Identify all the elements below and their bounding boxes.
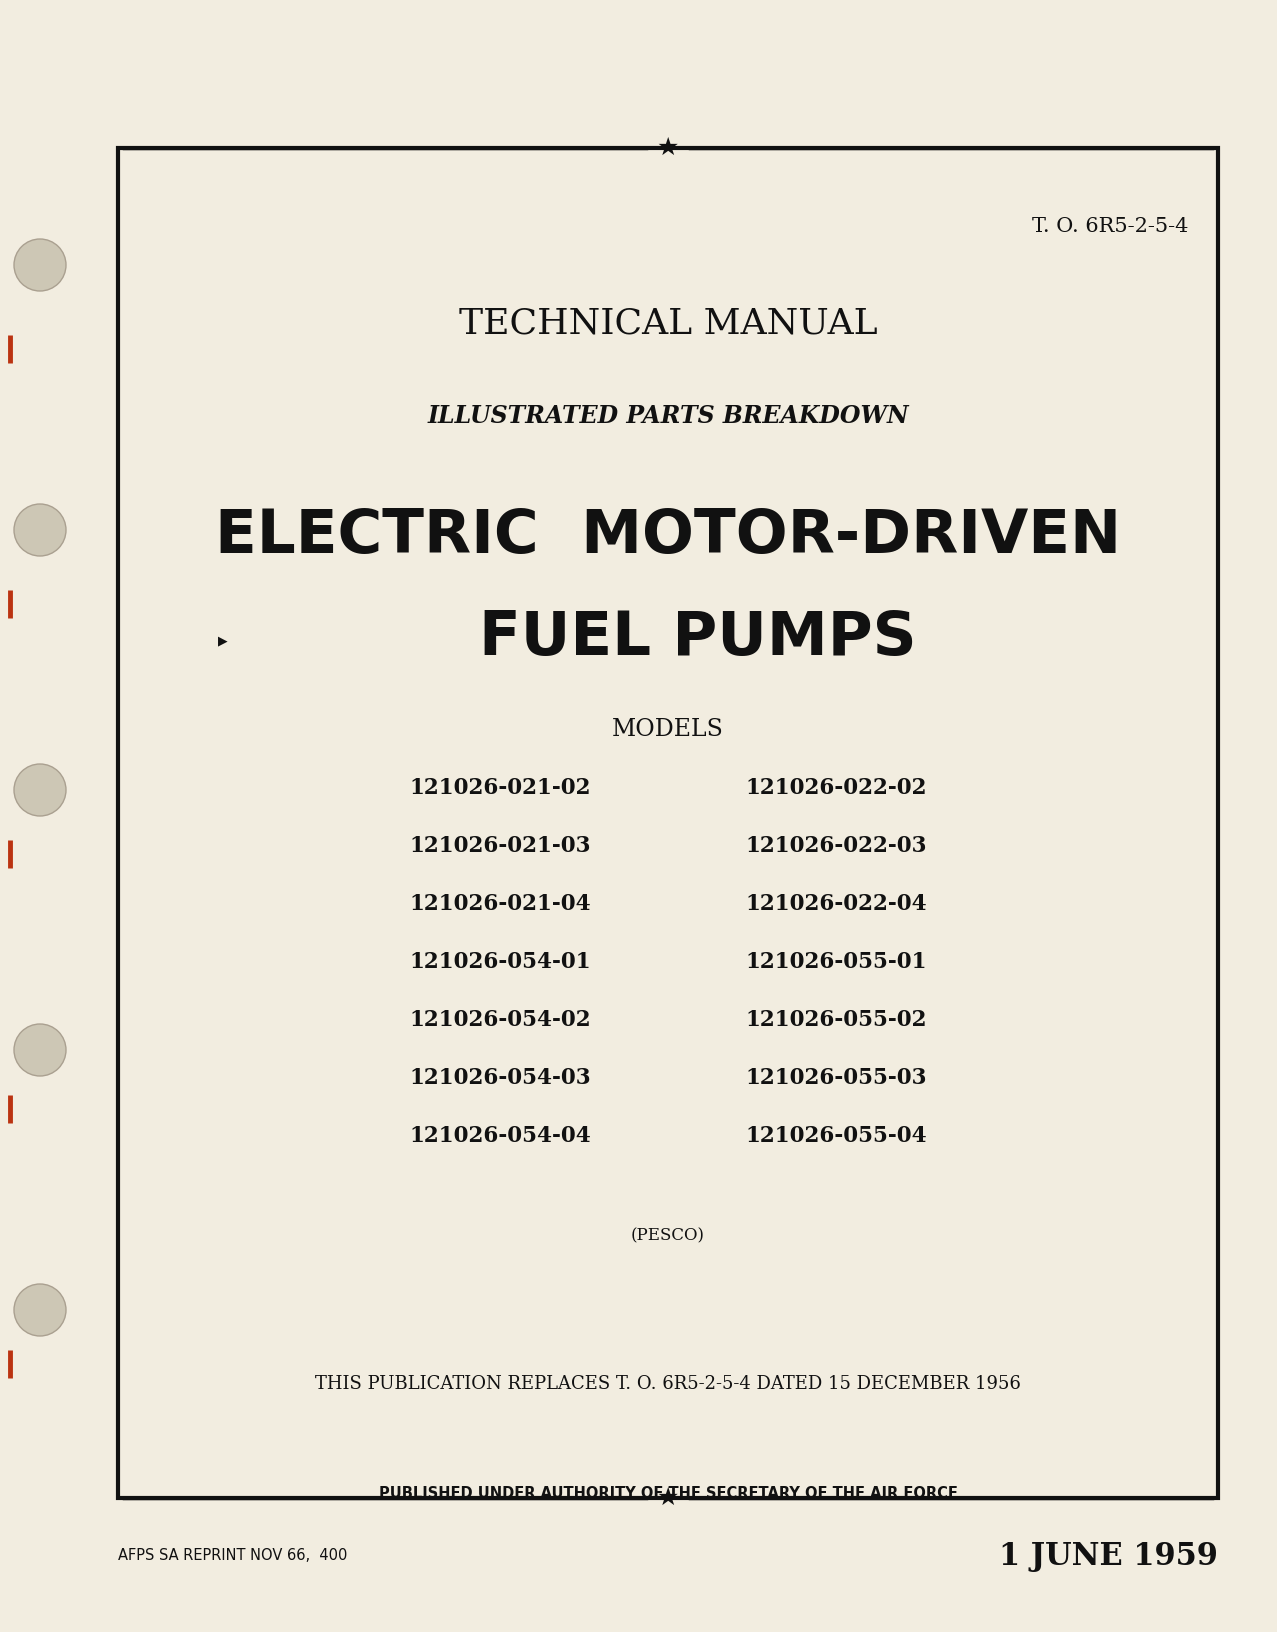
Text: 121026-021-03: 121026-021-03: [409, 836, 591, 857]
Text: 121026-021-04: 121026-021-04: [409, 893, 591, 916]
Text: 121026-022-03: 121026-022-03: [746, 836, 927, 857]
Text: 1 JUNE 1959: 1 JUNE 1959: [999, 1541, 1218, 1572]
Text: 121026-054-01: 121026-054-01: [409, 951, 591, 973]
Text: PUBLISHED UNDER AUTHORITY OF THE SECRETARY OF THE AIR FORCE: PUBLISHED UNDER AUTHORITY OF THE SECRETA…: [378, 1487, 958, 1501]
Text: FUEL PUMPS: FUEL PUMPS: [479, 609, 917, 667]
Text: 121026-022-02: 121026-022-02: [746, 777, 927, 800]
Text: ▶: ▶: [218, 635, 227, 648]
Circle shape: [14, 238, 66, 290]
Text: 121026-055-02: 121026-055-02: [746, 1009, 927, 1031]
Text: ★: ★: [656, 1487, 679, 1510]
Text: ★: ★: [656, 135, 679, 160]
Text: (PESCO): (PESCO): [631, 1227, 705, 1245]
Text: TECHNICAL MANUAL: TECHNICAL MANUAL: [458, 307, 877, 339]
Text: AFPS SA REPRINT NOV 66,  400: AFPS SA REPRINT NOV 66, 400: [117, 1549, 347, 1563]
Text: ILLUSTRATED PARTS BREAKDOWN: ILLUSTRATED PARTS BREAKDOWN: [428, 405, 909, 428]
Text: 121026-054-02: 121026-054-02: [409, 1009, 591, 1031]
Bar: [117, 149, 1218, 1498]
Text: 121026-022-04: 121026-022-04: [746, 893, 927, 916]
Text: 121026-055-04: 121026-055-04: [746, 1124, 927, 1147]
Text: ELECTRIC  MOTOR-DRIVEN: ELECTRIC MOTOR-DRIVEN: [215, 506, 1121, 566]
Text: T. O. 6R5-2-5-4: T. O. 6R5-2-5-4: [1032, 217, 1188, 235]
Circle shape: [14, 504, 66, 557]
Text: 121026-055-03: 121026-055-03: [746, 1067, 927, 1089]
Text: 121026-054-03: 121026-054-03: [409, 1067, 591, 1089]
Circle shape: [14, 1023, 66, 1075]
Text: THIS PUBLICATION REPLACES T. O. 6R5-2-5-4 DATED 15 DECEMBER 1956: THIS PUBLICATION REPLACES T. O. 6R5-2-5-…: [315, 1376, 1020, 1394]
Text: 121026-021-02: 121026-021-02: [409, 777, 591, 800]
Text: 121026-054-04: 121026-054-04: [409, 1124, 591, 1147]
Circle shape: [14, 1284, 66, 1337]
Text: 121026-055-01: 121026-055-01: [746, 951, 927, 973]
Circle shape: [14, 764, 66, 816]
Text: MODELS: MODELS: [612, 718, 724, 741]
